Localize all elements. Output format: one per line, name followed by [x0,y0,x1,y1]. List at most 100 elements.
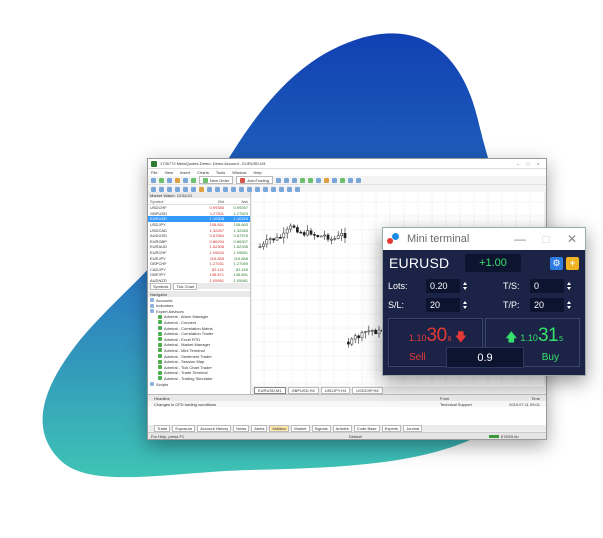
m5-period-icon[interactable] [239,186,244,192]
tab-symbols[interactable]: Symbols [150,282,172,290]
market-watch-row[interactable]: CADJPY 82.141 82.159 [148,267,250,273]
data-window-icon[interactable] [175,177,180,183]
market-watch-row[interactable]: USDCAD 1.32267 1.32283 [148,227,250,233]
line-chart-icon[interactable] [292,177,297,183]
navigator-item[interactable]: Admiral - Session Map [148,359,250,365]
terminal-tab[interactable]: Code Base [353,424,380,432]
navigator-item[interactable]: Admiral - Connect [148,320,250,326]
ts-stepper[interactable] [565,279,572,293]
minimize-icon[interactable]: – [516,161,520,166]
market-watch-row[interactable]: USDCHF 0.99385 0.99397 [148,205,250,211]
close-icon[interactable]: ✕ [566,232,578,246]
crosshair-icon[interactable] [159,186,164,192]
trendline-icon[interactable] [183,186,188,192]
navigator-item[interactable]: Admiral - Market Manager [148,342,250,348]
market-watch-row[interactable]: AUDUSD 0.67964 0.67976 [148,233,250,239]
navigator-item[interactable]: Indicators [148,303,250,309]
navigator-item[interactable]: Admiral - Alarm Manager [148,314,250,320]
m1-period-icon[interactable] [231,186,236,192]
mn-period-icon[interactable] [295,186,300,192]
navigator-icon[interactable] [183,177,188,183]
chart-tab-gbpusd[interactable]: GBPUSD,H4 [287,386,319,394]
buy-button[interactable]: 🡅 1.10 31 5 Buy [485,318,580,367]
market-watch-row[interactable]: EURAUD 1.62308 1.62336 [148,244,250,250]
navigator-item[interactable]: Admiral - Excel RTD [148,336,250,342]
menu-charts[interactable]: Charts [197,170,209,175]
close-icon[interactable]: × [536,161,540,166]
market-watch-row[interactable]: GBPUSD 1.27811 1.27823 [148,211,250,217]
new-order-button[interactable]: New Order [199,176,234,184]
horizontal-line-icon[interactable] [175,186,180,192]
terminal-tab[interactable]: Experts [381,424,402,432]
tile-windows-icon[interactable] [316,177,321,183]
h4-period-icon[interactable] [271,186,276,192]
sl-input[interactable]: 20 [426,297,460,312]
terminal-tab[interactable]: Trade [154,424,171,432]
terminal-tab[interactable]: Mailbox [269,424,290,432]
templates-icon[interactable] [356,177,361,183]
new-chart-icon[interactable] [151,177,156,183]
chart-tab-usdchf[interactable]: USDCHF,H4 [352,386,383,394]
market-watch-row[interactable]: GBPCHF 1.27031 1.27059 [148,261,250,267]
vertical-line-icon[interactable] [167,186,172,192]
menu-tools[interactable]: Tools [215,170,226,175]
h1-period-icon[interactable] [263,186,268,192]
menu-view[interactable]: View [164,170,174,175]
navigator-item[interactable]: Admiral - Trade Terminal [148,370,250,376]
symbol-name[interactable]: EURUSD [389,255,450,271]
terminal-tab[interactable]: Exposure [172,424,196,432]
market-watch-icon[interactable] [167,177,172,183]
market-watch-row[interactable]: EURJPY 119.855 119.868 [148,255,250,261]
chart-tab-eurusd[interactable]: EURUSD,M1 [254,386,286,394]
terminal-tab[interactable]: Market [291,424,310,432]
tp-stepper[interactable] [565,298,572,312]
tp-input[interactable]: 20 [530,297,564,312]
zoom-in-icon[interactable] [300,177,305,183]
m15-period-icon[interactable] [247,186,252,192]
navigator-item[interactable]: Admiral - Sentiment Trader [148,353,250,359]
lots-input[interactable]: 0.20 [426,278,460,293]
tab-tick-chart[interactable]: Tick Chart [173,282,198,290]
market-watch-row[interactable]: USDJPY 108.651 108.663 [148,222,250,228]
market-watch-row[interactable]: GBPJPY 138.871 138.891 [148,272,250,278]
autotrading-button[interactable]: AutoTrading [236,176,273,184]
terminal-tab[interactable]: News [233,424,250,432]
chart-tab-usdjpy[interactable]: USDJPY,H4 [320,386,351,394]
cursor-icon[interactable] [151,186,156,192]
market-watch-row[interactable]: EURCHF 1.09634 1.09651 [148,250,250,256]
market-watch-row[interactable]: EURGBP 0.86294 0.86307 [148,239,250,245]
label-tool-icon[interactable] [215,186,220,192]
channel-icon[interactable] [191,186,196,192]
menu-window[interactable]: Window [232,170,247,175]
table-row[interactable]: Changes in CFD trading conditions Techni… [148,401,546,407]
navigator-item[interactable]: Admiral - Correlation Matrix [148,325,250,331]
menu-help[interactable]: Help [253,170,262,175]
volume-input[interactable]: 0.9 [446,347,524,368]
profiles-icon[interactable] [159,177,164,183]
terminal-tab[interactable]: Signals [311,424,331,432]
d1-period-icon[interactable] [279,186,284,192]
navigator-item[interactable]: Admiral - Tick Chart Trader [148,364,250,370]
indicators-icon[interactable] [340,177,345,183]
candlestick-icon[interactable] [284,177,289,183]
auto-scroll-icon[interactable] [324,177,329,183]
periods-icon[interactable] [348,177,353,183]
ts-input[interactable]: 0 [530,278,564,293]
navigator-item[interactable]: Admiral - Mini Terminal [148,348,250,354]
w1-period-icon[interactable] [287,186,292,192]
sl-stepper[interactable] [461,298,468,312]
arrows-icon[interactable] [223,186,228,192]
navigator-item[interactable]: Expert Advisors [148,309,250,315]
m30-period-icon[interactable] [255,186,260,192]
terminal-tab[interactable]: Journal [403,424,423,432]
navigator-item[interactable]: Admiral - Correlation Trader [148,331,250,337]
text-tool-icon[interactable] [207,186,212,192]
navigator-item[interactable]: Scripts [148,381,250,387]
menu-file[interactable]: File [151,170,158,175]
chart-shift-icon[interactable] [332,177,337,183]
navigator-item[interactable]: Admiral - Trading Simulator [148,376,250,382]
terminal-tab[interactable]: Account History [197,424,232,432]
terminal-tab[interactable]: Alerts [251,424,268,432]
market-watch-row[interactable]: AUDNZD 1.05951 1.05981 [148,278,250,284]
minimize-icon[interactable]: — [514,232,526,246]
